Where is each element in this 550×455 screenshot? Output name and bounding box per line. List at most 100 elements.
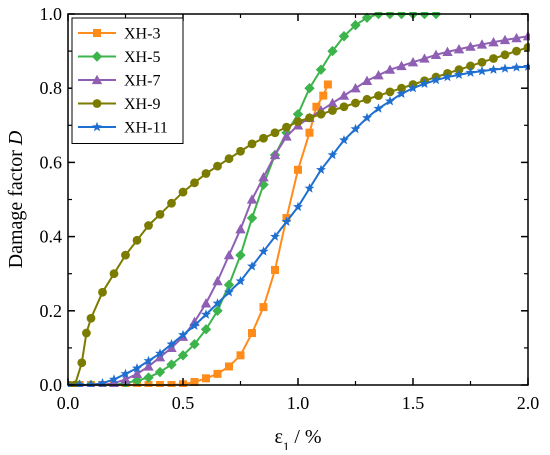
data-point-xh-9 [144,221,153,230]
data-point-xh-9 [213,161,222,171]
data-point-xh-3 [213,369,222,378]
data-point-xh-11 [465,67,476,77]
data-point-xh-9 [270,128,280,138]
data-point-xh-9 [224,154,234,164]
legend: XH-3 XH-5 XH-7 XH-9 XH-11 [71,17,184,144]
data-point-xh-3 [319,91,328,100]
data-point-xh-7 [430,49,442,59]
legend-marker [91,51,103,62]
data-point-xh-9 [282,122,291,132]
data-point-xh-5 [338,31,350,42]
data-point-xh-3 [271,265,279,274]
data-point-xh-11 [362,112,372,123]
data-point-xh-9 [236,146,245,156]
data-point-xh-11 [454,69,464,80]
legend-label: XH-5 [124,49,160,66]
y-axis-title-variable: D [5,130,27,146]
data-point-xh-9 [167,198,176,208]
data-point-xh-7 [419,53,430,63]
data-point-xh-9 [466,61,475,71]
data-point-xh-5 [350,19,361,31]
data-point-xh-5 [143,372,154,383]
data-point-xh-11 [316,164,326,175]
data-point-xh-11 [132,363,142,373]
data-point-xh-11 [281,216,292,226]
data-point-xh-5 [189,338,200,350]
data-point-xh-11 [109,374,119,384]
data-point-xh-11 [247,261,257,271]
data-point-xh-7 [200,298,212,308]
x-tick-label: 0.5 [172,393,195,413]
data-point-xh-7 [407,57,419,67]
legend-entry-xh-5: XH-5 [78,49,160,66]
y-axis-title: Damage factor D [5,130,27,268]
data-point-xh-11 [224,287,234,297]
data-point-xh-7 [269,149,281,160]
data-point-xh-11 [350,123,361,134]
data-point-xh-11 [442,71,453,82]
data-point-xh-11 [189,320,200,330]
data-point-xh-9 [98,287,107,297]
data-point-xh-5 [246,212,258,224]
data-point-xh-9 [374,91,383,101]
data-point-xh-11 [385,95,395,106]
y-tick-label: 1.0 [40,4,63,24]
data-point-xh-11 [143,355,154,366]
y-tick-label: 0.0 [40,375,63,395]
data-point-xh-11 [339,134,349,145]
data-point-xh-7 [143,361,154,371]
legend-label: XH-11 [124,120,168,137]
data-point-xh-11 [258,246,269,256]
data-point-xh-7 [131,368,143,379]
legend-marker [93,29,101,37]
data-point-xh-7 [488,36,499,47]
x-tick-label: 0.0 [57,393,80,413]
data-point-xh-9 [201,169,211,178]
data-point-xh-9 [121,250,130,260]
data-point-xh-7 [281,131,292,141]
y-tick-label: 0.2 [40,301,63,321]
data-point-xh-9 [77,358,87,368]
data-point-xh-11 [270,231,280,241]
data-point-xh-11 [155,348,165,358]
y-axis-title-text: Damage factor [5,150,27,269]
data-point-xh-11 [166,338,177,349]
x-axis-title-unit: / % [289,426,321,448]
data-point-xh-9 [316,109,326,119]
data-point-xh-5 [131,375,143,386]
legend-label: XH-7 [124,73,160,90]
data-point-xh-11 [178,329,188,340]
data-point-xh-5 [223,279,235,291]
data-point-xh-9 [86,313,96,323]
data-point-xh-7 [442,46,453,57]
x-axis-title-subscript: 1 [283,439,290,451]
data-point-xh-11 [201,309,211,319]
data-point-xh-7 [361,75,373,85]
x-tick-label: 2.0 [517,393,540,413]
data-point-xh-7 [350,83,361,93]
data-point-xh-3 [259,303,268,312]
data-point-xh-7 [476,39,488,49]
data-point-xh-9 [489,54,498,63]
data-point-xh-11 [212,298,223,308]
data-point-xh-5 [292,108,304,120]
data-point-xh-11 [511,62,522,72]
data-point-xh-7 [258,172,269,182]
data-point-xh-9 [477,57,487,67]
legend-entry-xh-7: XH-7 [78,73,160,90]
data-point-xh-5 [258,179,269,190]
data-point-xh-7 [465,41,476,51]
data-point-xh-5 [304,83,315,94]
y-tick-label: 0.4 [40,227,63,247]
legend-marker [91,74,103,85]
data-point-xh-7 [453,44,465,54]
data-point-xh-11 [396,88,407,98]
data-point-xh-7 [120,374,131,384]
data-point-xh-7 [499,34,511,45]
data-point-xh-5 [315,64,327,75]
data-point-xh-7 [154,351,166,362]
data-point-xh-5 [361,12,373,23]
x-axis-title: ε1 / % [274,426,321,450]
